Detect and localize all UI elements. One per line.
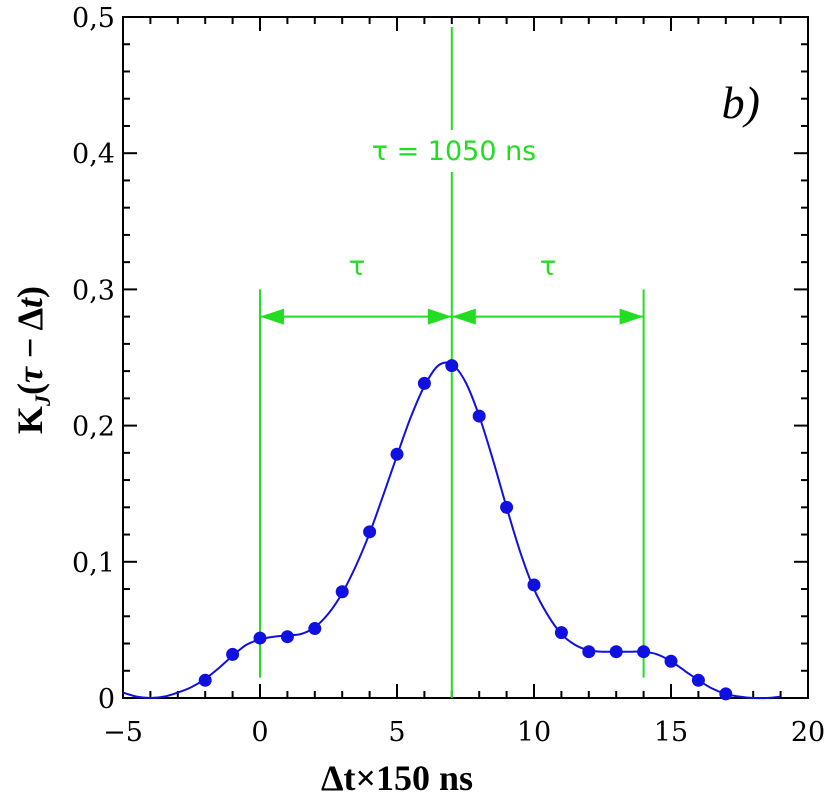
data-point (308, 622, 322, 636)
data-point (472, 409, 486, 423)
data-point (363, 525, 377, 539)
arrowhead-left (260, 308, 284, 325)
data-points (198, 359, 733, 701)
left-tau-label: τ (349, 251, 365, 282)
data-point (417, 376, 431, 390)
x-tick-label: −5 (103, 717, 143, 748)
y-axis-title-rest: ( (10, 383, 50, 395)
data-point (609, 645, 623, 659)
right-tau-label: τ (540, 251, 556, 282)
y-tick-label: 0,5 (72, 3, 115, 34)
data-point (719, 687, 733, 701)
data-point (527, 578, 541, 592)
tau-value-label: τ = 1050 ns (372, 136, 537, 167)
data-point (637, 645, 651, 659)
data-point (445, 359, 459, 373)
x-tick-label: 15 (654, 717, 688, 748)
x-tick-label: 20 (791, 717, 825, 748)
data-point (664, 654, 678, 668)
data-point (691, 673, 705, 687)
arrowhead-right (619, 308, 644, 325)
y-axis-title-t: t (10, 297, 50, 308)
y-axis-title-close: ) (10, 286, 50, 298)
tau-annotations (259, 27, 645, 698)
y-tick-label: 0,1 (72, 548, 115, 579)
data-point (198, 673, 212, 687)
y-axis-title-sub: J (30, 394, 55, 407)
x-axis-title: Δt×150 ns (321, 758, 473, 798)
arrowhead-center-left (427, 308, 452, 325)
data-point (280, 630, 294, 644)
data-point (554, 626, 568, 640)
y-tick-label: 0,2 (72, 412, 115, 443)
data-point (582, 645, 596, 659)
x-tick-label: 10 (517, 717, 551, 748)
panel-label: b) (722, 77, 760, 128)
x-tick-label: 5 (388, 717, 405, 748)
data-point (500, 500, 514, 514)
y-axis-title-k: K (10, 406, 50, 434)
data-point (226, 647, 240, 661)
y-tick-label: 0,3 (72, 275, 115, 306)
data-point (335, 585, 349, 599)
y-axis-title-tau: τ (10, 366, 50, 383)
y-axis-title-minus: − Δ (10, 308, 50, 367)
data-point (253, 631, 267, 645)
data-point (390, 447, 404, 461)
y-tick-label: 0 (98, 684, 115, 715)
plot-frame (122, 16, 809, 699)
axis-ticks (122, 16, 809, 699)
y-tick-label: 0,4 (72, 139, 115, 170)
y-axis-title: KJ(τ − Δt) (10, 286, 55, 434)
x-tick-label: 0 (251, 717, 268, 748)
arrowhead-center-right (451, 308, 476, 325)
plot-border (122, 16, 809, 699)
